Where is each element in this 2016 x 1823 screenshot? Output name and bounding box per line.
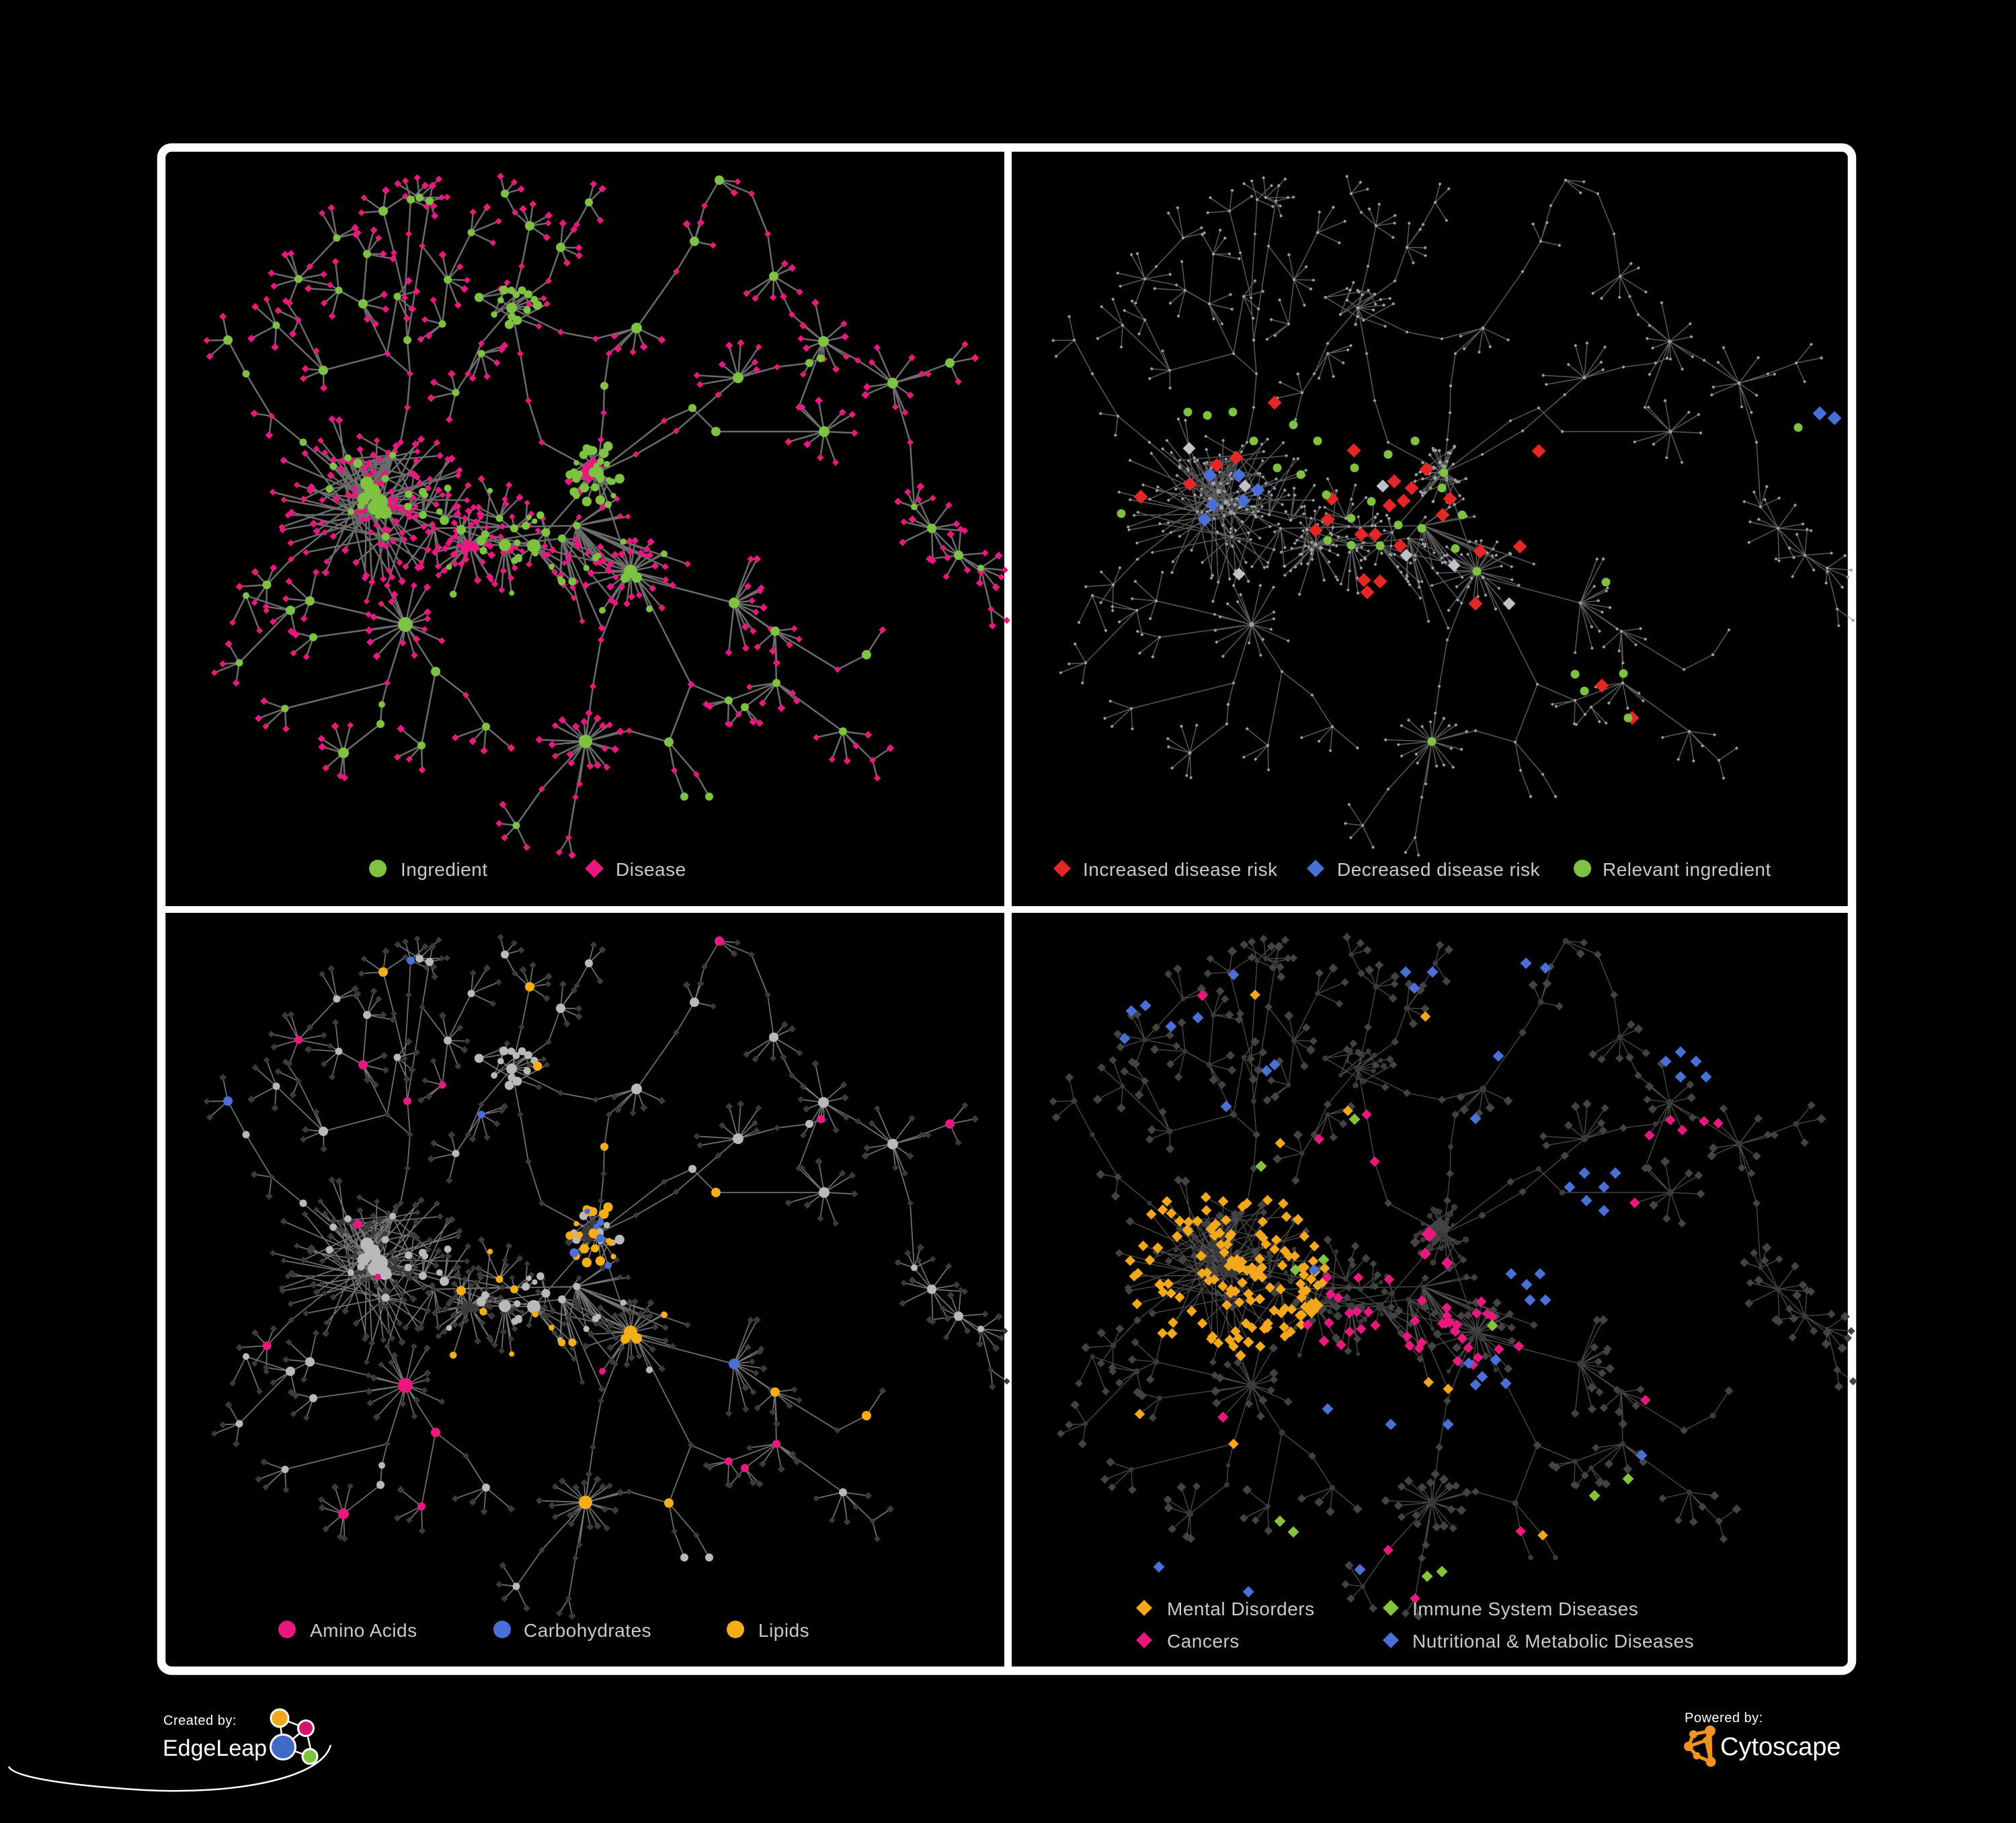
svg-text:Cytoscape: Cytoscape: [1720, 1733, 1841, 1761]
svg-text:Increased disease risk: Increased disease risk: [1083, 859, 1278, 880]
svg-text:Cancers: Cancers: [1167, 1631, 1240, 1652]
svg-text:Carbohydrates: Carbohydrates: [524, 1620, 651, 1641]
svg-text:Powered by:: Powered by:: [1685, 1711, 1763, 1726]
svg-text:Created by:: Created by:: [163, 1713, 237, 1728]
svg-text:Lipids: Lipids: [758, 1620, 809, 1641]
svg-text:Immune System Diseases: Immune System Diseases: [1412, 1598, 1638, 1619]
svg-text:Decreased disease risk: Decreased disease risk: [1337, 859, 1541, 880]
svg-text:Mental Disorders: Mental Disorders: [1167, 1598, 1315, 1619]
svg-text:EdgeLeap: EdgeLeap: [163, 1736, 267, 1761]
svg-text:Nutritional & Metabolic Diseas: Nutritional & Metabolic Diseases: [1412, 1631, 1694, 1652]
svg-text:Relevant ingredient: Relevant ingredient: [1603, 859, 1771, 880]
svg-text:Disease: Disease: [616, 859, 686, 880]
svg-text:Amino Acids: Amino Acids: [310, 1620, 417, 1641]
svg-text:Ingredient: Ingredient: [401, 859, 488, 880]
